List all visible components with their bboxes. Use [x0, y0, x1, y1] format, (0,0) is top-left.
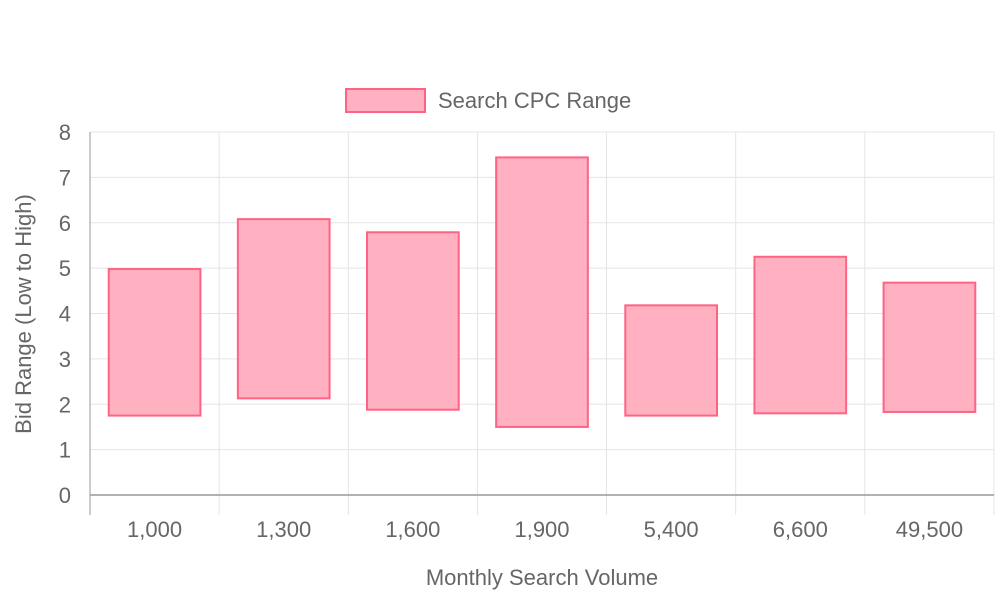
x-tick-label: 1,900 [514, 517, 569, 542]
x-tick-label: 5,400 [644, 517, 699, 542]
x-tick-label: 1,000 [127, 517, 182, 542]
y-axis-title: Bid Range (Low to High) [11, 194, 36, 434]
y-tick-label: 8 [59, 120, 71, 145]
bar[interactable] [882, 281, 977, 413]
y-tick-label: 6 [59, 211, 71, 236]
bar[interactable] [236, 218, 331, 400]
y-tick-label: 7 [59, 165, 71, 190]
bar[interactable] [624, 304, 718, 417]
y-tick-label: 1 [59, 438, 71, 463]
y-tick-label: 2 [59, 392, 71, 417]
bar[interactable] [753, 255, 848, 415]
bars [107, 156, 977, 428]
bar[interactable] [107, 268, 202, 417]
y-tick-label: 3 [59, 347, 71, 372]
legend[interactable]: Search CPC Range [345, 88, 631, 113]
y-tick-label: 5 [59, 256, 71, 281]
x-axis-title: Monthly Search Volume [426, 565, 658, 590]
y-tick-label: 0 [59, 483, 71, 508]
bar[interactable] [495, 156, 589, 428]
x-tick-label: 1,600 [385, 517, 440, 542]
axes: 0 1 2 3 4 5 6 7 8 1,000 1,300 1,600 1,900 5,400 6,600 4… [59, 120, 994, 542]
legend-label: Search CPC Range [438, 88, 631, 113]
bar[interactable] [366, 231, 460, 411]
y-tick-label: 4 [59, 302, 71, 327]
x-tick-label: 1,300 [256, 517, 311, 542]
x-tick-label: 49,500 [896, 517, 963, 542]
legend-swatch[interactable] [345, 88, 426, 113]
x-tick-label: 6,600 [773, 517, 828, 542]
